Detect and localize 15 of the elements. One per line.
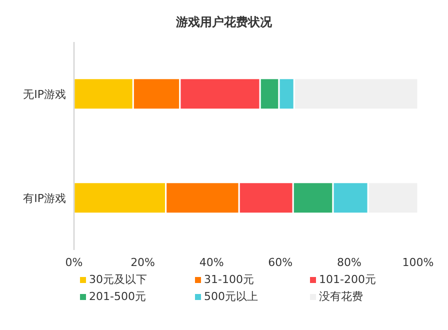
legend-label: 30元及以下 <box>89 272 147 287</box>
y-tick-label: 有IP游戏 <box>23 192 66 205</box>
x-tick-label: 100% <box>402 256 434 269</box>
x-tick-label: 40% <box>199 256 224 269</box>
legend-label: 500元以上 <box>204 289 258 304</box>
legend-label: 31-100元 <box>204 272 254 287</box>
legend-label: 101-200元 <box>319 272 376 287</box>
x-tick-label: 0% <box>65 256 83 269</box>
chart-title: 游戏用户花费状况 <box>175 14 273 31</box>
x-tick-label: 20% <box>130 256 156 269</box>
legend-label: 没有花费 <box>319 289 363 304</box>
y-tick-label: 无IP游戏 <box>23 88 66 101</box>
x-tick-label: 80% <box>336 256 362 269</box>
legend-label: 201-500元 <box>89 289 146 304</box>
x-tick-label: 60% <box>268 256 293 269</box>
